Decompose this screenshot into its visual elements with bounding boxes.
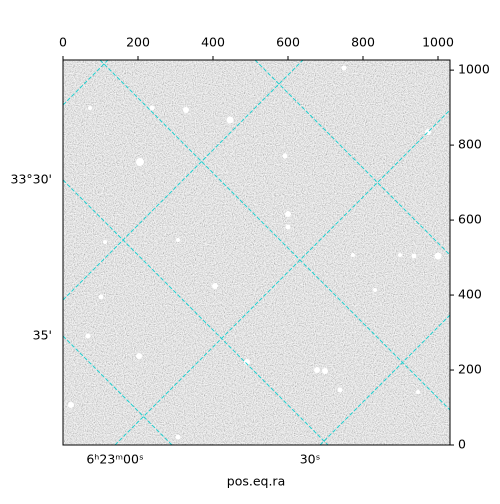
y-tick-label: 1000	[458, 62, 490, 77]
y-tick-label: 400	[458, 287, 482, 302]
stars	[68, 65, 442, 440]
x-tick-label: 0	[59, 35, 67, 50]
dec-tick-label: 33°30'	[11, 172, 53, 187]
y-tick-label: 0	[458, 437, 466, 452]
ra-tick-label: 6ʰ23ᵐ00ˢ	[86, 452, 143, 467]
x-tick-label: 600	[276, 35, 300, 50]
grid-line	[63, 335, 173, 445]
grid-line	[99, 60, 450, 411]
grid-line	[114, 109, 450, 445]
y-tick-label: 200	[458, 362, 482, 377]
grid-line	[254, 60, 450, 256]
grid-line	[63, 60, 109, 106]
axes-frame	[62, 59, 451, 446]
y-tick-label: 600	[458, 212, 482, 227]
grid-line	[63, 179, 329, 445]
x-tick-label: 400	[201, 35, 225, 50]
coordinate-grid	[63, 60, 450, 445]
sky-image	[63, 60, 450, 445]
x-axis-label: pos.eq.ra	[227, 474, 285, 489]
y-tick-label: 800	[458, 137, 482, 152]
grid-line	[319, 314, 450, 445]
grid-line	[63, 60, 304, 301]
dec-tick-label: 35'	[33, 328, 52, 343]
x-tick-label: 200	[126, 35, 150, 50]
x-tick-label: 800	[351, 35, 375, 50]
x-tick-label: 1000	[422, 35, 454, 50]
ra-tick-label: 30ˢ	[300, 452, 321, 467]
